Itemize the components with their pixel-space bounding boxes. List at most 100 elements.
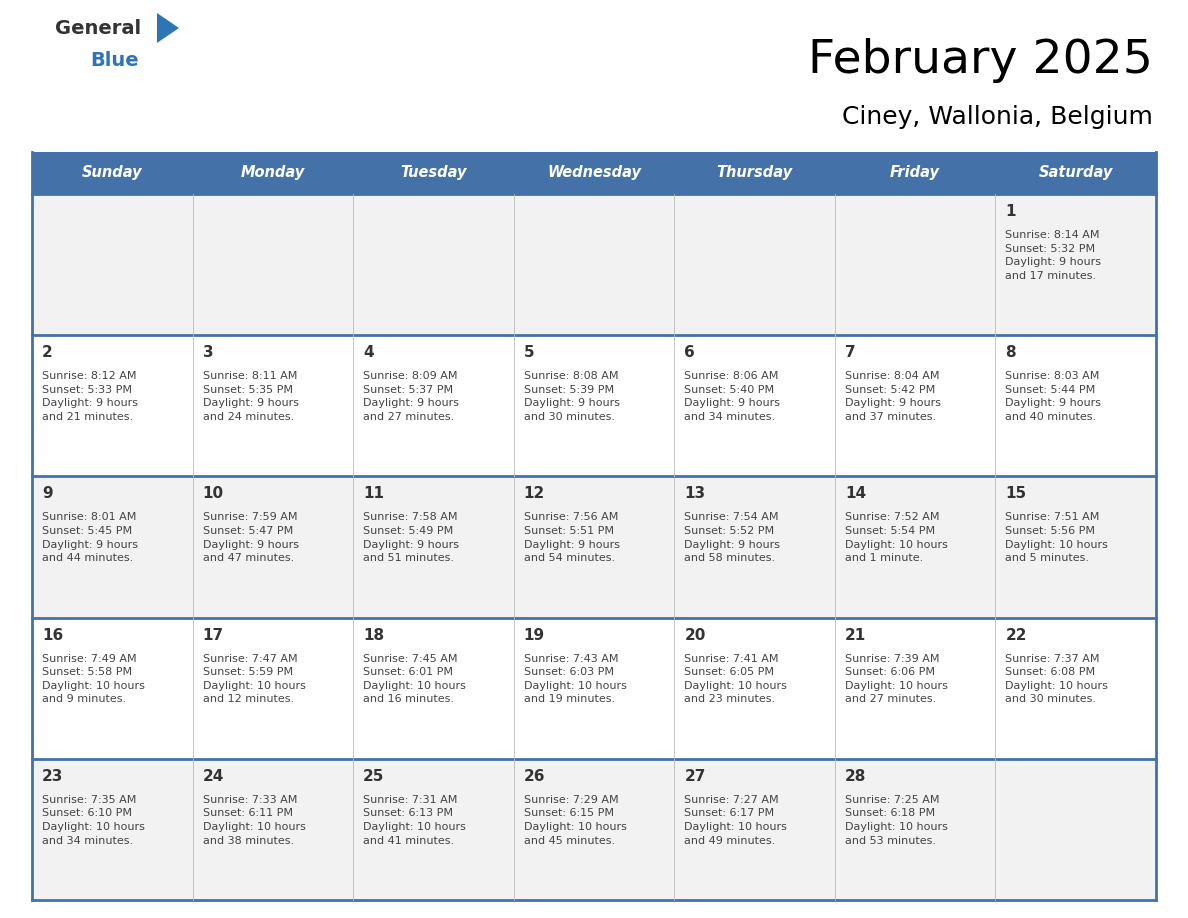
Bar <box>996 759 1156 900</box>
Bar <box>835 194 996 335</box>
Bar <box>353 194 513 335</box>
Text: 17: 17 <box>203 628 223 643</box>
Bar <box>996 335 1156 476</box>
Text: 26: 26 <box>524 768 545 784</box>
Text: Tuesday: Tuesday <box>400 165 467 181</box>
Text: Sunrise: 7:35 AM
Sunset: 6:10 PM
Daylight: 10 hours
and 34 minutes.: Sunrise: 7:35 AM Sunset: 6:10 PM Dayligh… <box>42 795 145 845</box>
Bar <box>192 476 353 618</box>
Bar <box>32 759 192 900</box>
Bar <box>32 194 192 335</box>
Text: Sunrise: 7:27 AM
Sunset: 6:17 PM
Daylight: 10 hours
and 49 minutes.: Sunrise: 7:27 AM Sunset: 6:17 PM Dayligh… <box>684 795 788 845</box>
Bar <box>192 152 353 194</box>
Text: 9: 9 <box>42 487 52 501</box>
Bar <box>353 335 513 476</box>
Text: Sunrise: 7:45 AM
Sunset: 6:01 PM
Daylight: 10 hours
and 16 minutes.: Sunrise: 7:45 AM Sunset: 6:01 PM Dayligh… <box>364 654 466 704</box>
Bar <box>353 618 513 759</box>
Text: Friday: Friday <box>890 165 940 181</box>
Text: Sunrise: 8:06 AM
Sunset: 5:40 PM
Daylight: 9 hours
and 34 minutes.: Sunrise: 8:06 AM Sunset: 5:40 PM Dayligh… <box>684 371 781 422</box>
Bar <box>32 476 192 618</box>
Text: Wednesday: Wednesday <box>546 165 642 181</box>
Bar <box>835 759 996 900</box>
Text: Saturday: Saturday <box>1038 165 1113 181</box>
Text: 13: 13 <box>684 487 706 501</box>
Text: Sunrise: 8:04 AM
Sunset: 5:42 PM
Daylight: 9 hours
and 37 minutes.: Sunrise: 8:04 AM Sunset: 5:42 PM Dayligh… <box>845 371 941 422</box>
Text: Sunrise: 8:14 AM
Sunset: 5:32 PM
Daylight: 9 hours
and 17 minutes.: Sunrise: 8:14 AM Sunset: 5:32 PM Dayligh… <box>1005 230 1101 281</box>
Text: 1: 1 <box>1005 204 1016 219</box>
Text: 25: 25 <box>364 768 385 784</box>
Text: Sunrise: 7:47 AM
Sunset: 5:59 PM
Daylight: 10 hours
and 12 minutes.: Sunrise: 7:47 AM Sunset: 5:59 PM Dayligh… <box>203 654 305 704</box>
Text: 5: 5 <box>524 345 535 360</box>
Bar <box>513 152 675 194</box>
Bar <box>192 618 353 759</box>
Text: 18: 18 <box>364 628 384 643</box>
Text: Sunrise: 7:49 AM
Sunset: 5:58 PM
Daylight: 10 hours
and 9 minutes.: Sunrise: 7:49 AM Sunset: 5:58 PM Dayligh… <box>42 654 145 704</box>
Text: Sunrise: 7:52 AM
Sunset: 5:54 PM
Daylight: 10 hours
and 1 minute.: Sunrise: 7:52 AM Sunset: 5:54 PM Dayligh… <box>845 512 948 564</box>
Text: 16: 16 <box>42 628 63 643</box>
Bar <box>675 152 835 194</box>
Text: Sunrise: 7:37 AM
Sunset: 6:08 PM
Daylight: 10 hours
and 30 minutes.: Sunrise: 7:37 AM Sunset: 6:08 PM Dayligh… <box>1005 654 1108 704</box>
Bar <box>835 476 996 618</box>
Text: 11: 11 <box>364 487 384 501</box>
Text: 15: 15 <box>1005 487 1026 501</box>
Bar <box>996 618 1156 759</box>
Bar <box>192 759 353 900</box>
Text: 22: 22 <box>1005 628 1026 643</box>
Bar <box>32 618 192 759</box>
Text: 21: 21 <box>845 628 866 643</box>
Text: 28: 28 <box>845 768 866 784</box>
Text: Sunrise: 7:31 AM
Sunset: 6:13 PM
Daylight: 10 hours
and 41 minutes.: Sunrise: 7:31 AM Sunset: 6:13 PM Dayligh… <box>364 795 466 845</box>
Text: 12: 12 <box>524 487 545 501</box>
Text: Ciney, Wallonia, Belgium: Ciney, Wallonia, Belgium <box>842 105 1154 129</box>
Text: Sunrise: 8:08 AM
Sunset: 5:39 PM
Daylight: 9 hours
and 30 minutes.: Sunrise: 8:08 AM Sunset: 5:39 PM Dayligh… <box>524 371 620 422</box>
Bar <box>835 335 996 476</box>
Text: General: General <box>55 18 141 38</box>
Bar <box>513 476 675 618</box>
Bar <box>353 476 513 618</box>
Text: Sunrise: 7:39 AM
Sunset: 6:06 PM
Daylight: 10 hours
and 27 minutes.: Sunrise: 7:39 AM Sunset: 6:06 PM Dayligh… <box>845 654 948 704</box>
Bar <box>32 335 192 476</box>
Text: 23: 23 <box>42 768 63 784</box>
Text: Sunrise: 7:59 AM
Sunset: 5:47 PM
Daylight: 9 hours
and 47 minutes.: Sunrise: 7:59 AM Sunset: 5:47 PM Dayligh… <box>203 512 298 564</box>
Bar <box>513 618 675 759</box>
Text: Sunrise: 8:11 AM
Sunset: 5:35 PM
Daylight: 9 hours
and 24 minutes.: Sunrise: 8:11 AM Sunset: 5:35 PM Dayligh… <box>203 371 298 422</box>
Text: 10: 10 <box>203 487 223 501</box>
Polygon shape <box>157 13 179 43</box>
Bar <box>353 152 513 194</box>
Text: Sunrise: 7:33 AM
Sunset: 6:11 PM
Daylight: 10 hours
and 38 minutes.: Sunrise: 7:33 AM Sunset: 6:11 PM Dayligh… <box>203 795 305 845</box>
Bar <box>996 152 1156 194</box>
Bar <box>675 759 835 900</box>
Text: 2: 2 <box>42 345 52 360</box>
Text: Blue: Blue <box>90 51 139 71</box>
Text: 3: 3 <box>203 345 213 360</box>
Text: Thursday: Thursday <box>716 165 792 181</box>
Text: Sunrise: 8:01 AM
Sunset: 5:45 PM
Daylight: 9 hours
and 44 minutes.: Sunrise: 8:01 AM Sunset: 5:45 PM Dayligh… <box>42 512 138 564</box>
Bar <box>513 759 675 900</box>
Text: Sunrise: 8:09 AM
Sunset: 5:37 PM
Daylight: 9 hours
and 27 minutes.: Sunrise: 8:09 AM Sunset: 5:37 PM Dayligh… <box>364 371 459 422</box>
Text: Sunrise: 8:03 AM
Sunset: 5:44 PM
Daylight: 9 hours
and 40 minutes.: Sunrise: 8:03 AM Sunset: 5:44 PM Dayligh… <box>1005 371 1101 422</box>
Bar <box>192 335 353 476</box>
Text: Sunrise: 7:41 AM
Sunset: 6:05 PM
Daylight: 10 hours
and 23 minutes.: Sunrise: 7:41 AM Sunset: 6:05 PM Dayligh… <box>684 654 788 704</box>
Text: 7: 7 <box>845 345 855 360</box>
Text: Sunrise: 7:58 AM
Sunset: 5:49 PM
Daylight: 9 hours
and 51 minutes.: Sunrise: 7:58 AM Sunset: 5:49 PM Dayligh… <box>364 512 459 564</box>
Bar <box>513 194 675 335</box>
Text: 14: 14 <box>845 487 866 501</box>
Bar <box>835 618 996 759</box>
Text: Sunrise: 7:43 AM
Sunset: 6:03 PM
Daylight: 10 hours
and 19 minutes.: Sunrise: 7:43 AM Sunset: 6:03 PM Dayligh… <box>524 654 626 704</box>
Text: 27: 27 <box>684 768 706 784</box>
Bar <box>835 152 996 194</box>
Bar <box>192 194 353 335</box>
Text: Sunrise: 7:51 AM
Sunset: 5:56 PM
Daylight: 10 hours
and 5 minutes.: Sunrise: 7:51 AM Sunset: 5:56 PM Dayligh… <box>1005 512 1108 564</box>
Bar <box>32 152 192 194</box>
Text: 24: 24 <box>203 768 225 784</box>
Text: Sunrise: 7:29 AM
Sunset: 6:15 PM
Daylight: 10 hours
and 45 minutes.: Sunrise: 7:29 AM Sunset: 6:15 PM Dayligh… <box>524 795 626 845</box>
Text: Sunrise: 7:54 AM
Sunset: 5:52 PM
Daylight: 9 hours
and 58 minutes.: Sunrise: 7:54 AM Sunset: 5:52 PM Dayligh… <box>684 512 781 564</box>
Text: 20: 20 <box>684 628 706 643</box>
Text: February 2025: February 2025 <box>808 38 1154 83</box>
Bar <box>675 194 835 335</box>
Bar <box>513 335 675 476</box>
Text: 6: 6 <box>684 345 695 360</box>
Text: Sunrise: 7:25 AM
Sunset: 6:18 PM
Daylight: 10 hours
and 53 minutes.: Sunrise: 7:25 AM Sunset: 6:18 PM Dayligh… <box>845 795 948 845</box>
Bar <box>675 476 835 618</box>
Text: 8: 8 <box>1005 345 1016 360</box>
Bar <box>996 194 1156 335</box>
